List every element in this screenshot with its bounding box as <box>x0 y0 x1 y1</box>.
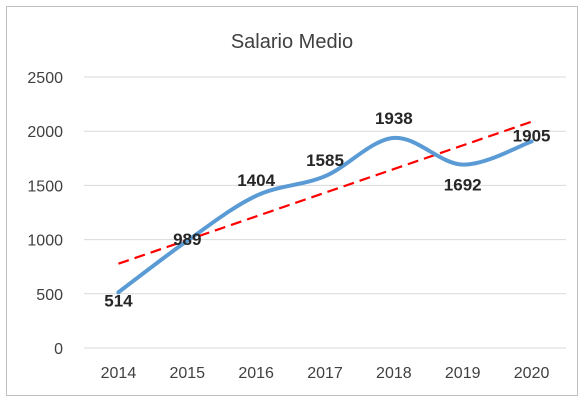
x-tick-label: 2018 <box>376 365 412 382</box>
data-label: 1585 <box>306 151 344 170</box>
data-label: 1404 <box>237 171 275 190</box>
y-tick-label: 500 <box>36 287 63 304</box>
data-label: 989 <box>173 230 201 249</box>
x-tick-label: 2020 <box>514 365 550 382</box>
chart-frame <box>6 6 578 396</box>
y-axis-ticks: 0 500 1000 1500 2000 2500 <box>27 70 63 358</box>
y-tick-label: 0 <box>54 341 63 358</box>
data-label: 1905 <box>513 126 551 145</box>
data-labels: 514 989 1404 1585 1938 1692 1905 <box>104 109 550 310</box>
x-tick-label: 2016 <box>238 365 274 382</box>
data-label: 1692 <box>444 176 482 195</box>
y-tick-label: 2000 <box>27 124 63 141</box>
x-axis-ticks: 2014 2015 2016 2017 2018 2019 2020 <box>101 365 550 382</box>
y-tick-label: 1500 <box>27 178 63 195</box>
y-tick-label: 1000 <box>27 233 63 250</box>
x-tick-label: 2015 <box>169 365 205 382</box>
grid-lines <box>84 76 566 349</box>
data-label: 1938 <box>375 109 413 128</box>
x-tick-label: 2019 <box>445 365 481 382</box>
x-tick-label: 2014 <box>101 365 137 382</box>
data-label: 514 <box>104 291 133 310</box>
chart-title: Salario Medio <box>231 31 353 53</box>
series-line <box>116 135 534 295</box>
y-tick-label: 2500 <box>27 70 63 87</box>
x-tick-label: 2017 <box>307 365 343 382</box>
